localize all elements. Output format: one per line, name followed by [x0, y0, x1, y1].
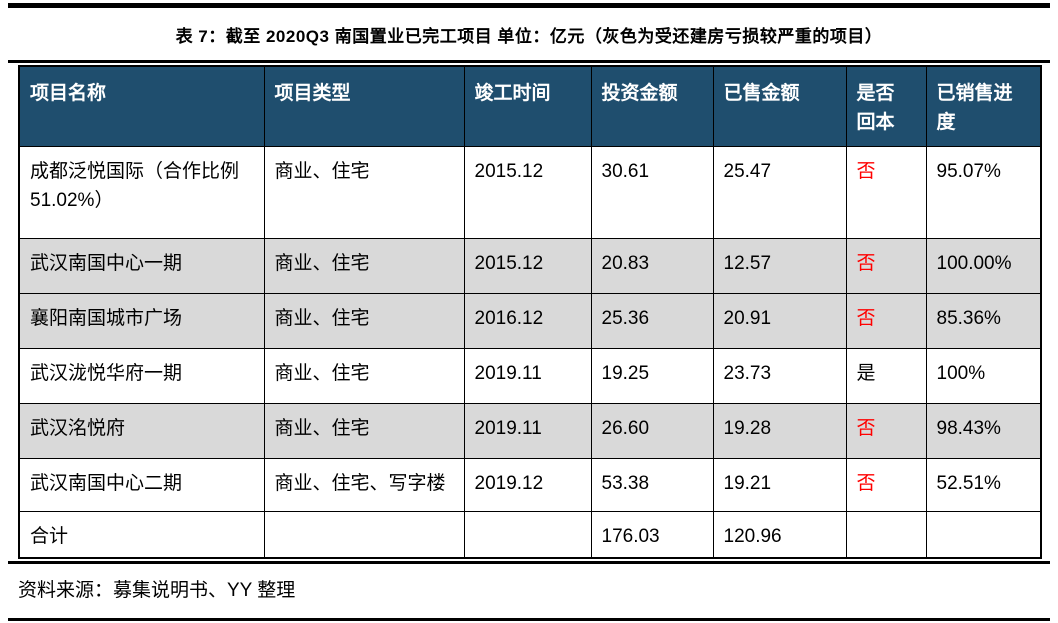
table-bottom-rule	[8, 561, 1050, 564]
column-header-project-name: 项目名称	[18, 65, 265, 147]
column-header-project-type: 项目类型	[263, 65, 465, 147]
column-header-sold-amount: 已售金额	[712, 65, 847, 147]
completion-date-cell: 2015.12	[463, 237, 592, 294]
table-row: 武汉洺悦府 商业、住宅 2019.11 26.60 19.28 否 98.43%	[18, 402, 1042, 459]
investment-amount-cell: 19.25	[590, 347, 714, 404]
project-type-cell: 商业、住宅	[263, 145, 465, 239]
column-header-sales-progress: 已销售进 度	[925, 65, 1042, 147]
sold-amount-cell: 19.21	[712, 457, 847, 512]
project-name-cell: 武汉南国中心二期	[18, 457, 265, 512]
investment-amount-cell: 30.61	[590, 145, 714, 239]
sales-progress-cell	[925, 510, 1042, 559]
project-name-cell: 合计	[18, 510, 265, 559]
title-divider-rule	[8, 60, 1050, 63]
sales-progress-cell: 100%	[925, 347, 1042, 404]
source-note: 资料来源：募集说明书、YY 整理	[18, 580, 296, 601]
table-row: 武汉泷悦华府一期 商业、住宅 2019.11 19.25 23.73 是 100…	[18, 347, 1042, 404]
table-row: 武汉南国中心二期 商业、住宅、写字楼 2019.12 53.38 19.21 否…	[18, 457, 1042, 512]
recouped-cell: 否	[845, 145, 927, 239]
project-type-cell: 商业、住宅	[263, 402, 465, 459]
recouped-cell	[845, 510, 927, 559]
page-title: 表 7：截至 2020Q3 南国置业已完工项目 单位：亿元（灰色为受还建房亏损较…	[175, 26, 883, 46]
project-type-cell: 商业、住宅、写字楼	[263, 457, 465, 512]
sales-progress-cell: 95.07%	[925, 145, 1042, 239]
top-horizontal-rule	[8, 3, 1050, 8]
investment-amount-cell: 20.83	[590, 237, 714, 294]
project-type-cell: 商业、住宅	[263, 292, 465, 349]
table-body: 成都泛悦国际（合作比例51.02%） 商业、住宅 2015.12 30.61 2…	[18, 145, 1042, 559]
project-name-cell: 武汉洺悦府	[18, 402, 265, 459]
sales-progress-cell: 100.00%	[925, 237, 1042, 294]
completed-projects-table: 项目名称 项目类型 竣工时间 投资金额 已售金额 是否 回本 已销售进 度 成都…	[18, 65, 1042, 559]
project-type-cell: 商业、住宅	[263, 347, 465, 404]
table-row: 成都泛悦国际（合作比例51.02%） 商业、住宅 2015.12 30.61 2…	[18, 145, 1042, 239]
completion-date-cell: 2015.12	[463, 145, 592, 239]
investment-amount-cell: 53.38	[590, 457, 714, 512]
recouped-cell: 否	[845, 237, 927, 294]
table-header-row: 项目名称 项目类型 竣工时间 投资金额 已售金额 是否 回本 已销售进 度	[18, 65, 1042, 147]
completion-date-cell: 2019.11	[463, 402, 592, 459]
recouped-cell: 否	[845, 402, 927, 459]
sales-progress-cell: 98.43%	[925, 402, 1042, 459]
investment-amount-cell: 26.60	[590, 402, 714, 459]
table-row: 武汉南国中心一期 商业、住宅 2015.12 20.83 12.57 否 100…	[18, 237, 1042, 294]
sold-amount-cell: 23.73	[712, 347, 847, 404]
project-name-cell: 武汉泷悦华府一期	[18, 347, 265, 404]
column-header-investment: 投资金额	[590, 65, 714, 147]
recouped-cell: 否	[845, 292, 927, 349]
sales-progress-cell: 52.51%	[925, 457, 1042, 512]
completion-date-cell: 2019.11	[463, 347, 592, 404]
column-header-completion-date: 竣工时间	[463, 65, 592, 147]
sold-amount-cell: 20.91	[712, 292, 847, 349]
project-name-cell: 武汉南国中心一期	[18, 237, 265, 294]
project-type-cell: 商业、住宅	[263, 237, 465, 294]
sold-amount-cell: 19.28	[712, 402, 847, 459]
investment-amount-cell: 25.36	[590, 292, 714, 349]
completion-date-cell	[463, 510, 592, 559]
project-name-cell: 襄阳南国城市广场	[18, 292, 265, 349]
investment-amount-cell: 176.03	[590, 510, 714, 559]
completion-date-cell: 2016.12	[463, 292, 592, 349]
project-type-cell	[263, 510, 465, 559]
sales-progress-cell: 85.36%	[925, 292, 1042, 349]
table-row: 襄阳南国城市广场 商业、住宅 2016.12 25.36 20.91 否 85.…	[18, 292, 1042, 349]
sold-amount-cell: 120.96	[712, 510, 847, 559]
project-name-cell: 成都泛悦国际（合作比例51.02%）	[18, 145, 265, 239]
table-header: 项目名称 项目类型 竣工时间 投资金额 已售金额 是否 回本 已销售进 度	[18, 65, 1042, 147]
sold-amount-cell: 25.47	[712, 145, 847, 239]
sold-amount-cell: 12.57	[712, 237, 847, 294]
column-header-recouped: 是否 回本	[845, 65, 927, 147]
completion-date-cell: 2019.12	[463, 457, 592, 512]
recouped-cell: 是	[845, 347, 927, 404]
table-row-total: 合计 176.03 120.96	[18, 510, 1042, 559]
recouped-cell: 否	[845, 457, 927, 512]
